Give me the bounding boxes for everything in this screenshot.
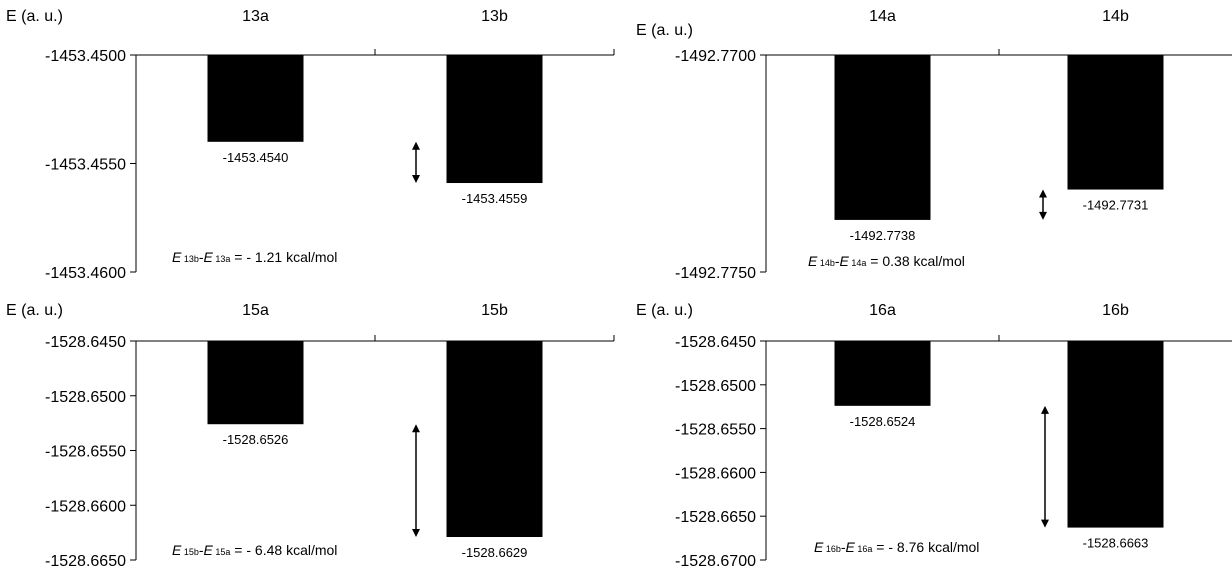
value-label: -1528.6524: [850, 414, 916, 429]
y-axis-label: E (a. u.): [6, 8, 63, 25]
difference-arrow-head-up: [1041, 405, 1049, 414]
annotation-part: E: [808, 253, 818, 269]
value-label: -1528.6526: [223, 432, 289, 447]
annotation-subscript: 13a: [213, 254, 231, 264]
difference-arrow-head-down: [1041, 519, 1049, 528]
bar-14b: [1067, 55, 1164, 190]
chart-panel-1: -1453.4500 -1453.4550 -1453.4600 E (a. u.) 1…: [6, 8, 615, 282]
difference-arrow-head-down: [1039, 211, 1047, 220]
category-label: 14a: [869, 8, 896, 25]
category-label: 13a: [242, 8, 269, 25]
annotation-part: E: [814, 539, 824, 555]
annotation-part: = - 1.21 kcal/mol: [230, 249, 337, 265]
y-tick-label: -1453.4550: [45, 157, 126, 174]
annotation-part: = - 8.76 kcal/mol: [872, 539, 979, 555]
annotation-part: E: [204, 542, 214, 558]
value-label: -1492.7738: [850, 228, 916, 243]
category-label: 16b: [1102, 302, 1129, 319]
y-tick-label: -1528.6500: [675, 378, 756, 395]
bar-14a: [834, 55, 931, 220]
energy-difference-annotation: E 14b-E 14a = 0.38 kcal/mol: [808, 253, 965, 269]
annotation-part: E: [172, 542, 182, 558]
energy-difference-annotation: E 13b-E 13a = - 1.21 kcal/mol: [172, 249, 337, 265]
annotation-subscript: 15b: [181, 547, 199, 557]
difference-arrow-head-down: [412, 529, 420, 538]
category-label: 15a: [242, 302, 269, 319]
y-tick-label: -1528.6450: [45, 334, 126, 351]
y-tick-label: -1528.6450: [675, 334, 756, 351]
y-tick-label: -1528.6500: [45, 389, 126, 406]
y-tick-label: -1528.6550: [675, 422, 756, 439]
y-tick-label: -1453.4600: [45, 265, 126, 282]
difference-arrow-head-up: [412, 424, 420, 433]
chart-panel-4: -1528.6450 -1528.6500 -1528.6550 -1528.6600…: [636, 302, 1232, 568]
y-tick-label: -1528.6650: [45, 553, 126, 568]
annotation-subscript: 16a: [855, 544, 873, 554]
y-tick-label: -1492.7750: [675, 265, 756, 282]
annotation-subscript: 13b: [181, 254, 199, 264]
annotation-subscript: 16b: [823, 544, 841, 554]
annotation-part: -: [199, 249, 204, 265]
y-tick-label: -1492.7700: [675, 48, 756, 65]
annotation-part: E: [846, 539, 856, 555]
y-tick-label: -1528.6650: [675, 509, 756, 526]
annotation-part: = 0.38 kcal/mol: [866, 253, 964, 269]
value-label: -1453.4559: [462, 191, 528, 206]
y-axis-label: E (a. u.): [636, 22, 693, 39]
y-axis-label: E (a. u.): [636, 302, 693, 319]
y-tick-label: -1528.6700: [675, 553, 756, 568]
bar-13b: [446, 55, 543, 184]
y-axis-label: E (a. u.): [6, 302, 63, 319]
value-label: -1528.6629: [462, 545, 528, 560]
annotation-part: = - 6.48 kcal/mol: [230, 542, 337, 558]
annotation-part: -: [835, 253, 840, 269]
chart-panel-3: -1528.6450 -1528.6500 -1528.6550 -1528.6600…: [6, 302, 615, 568]
bar-16a: [834, 341, 931, 406]
category-label: 13b: [481, 8, 508, 25]
y-tick-label: -1528.6600: [45, 498, 126, 515]
value-label: -1528.6663: [1083, 536, 1149, 551]
annotation-part: E: [204, 249, 214, 265]
difference-arrow-head-up: [412, 141, 420, 150]
value-label: -1492.7731: [1083, 198, 1149, 213]
energy-difference-annotation: E 16b-E 16a = - 8.76 kcal/mol: [814, 539, 979, 555]
annotation-subscript: 14a: [849, 258, 867, 268]
difference-arrow-head-up: [1039, 189, 1047, 198]
bar-13a: [207, 55, 304, 142]
annotation-part: E: [840, 253, 850, 269]
y-tick-label: -1453.4500: [45, 48, 126, 65]
annotation-part: -: [199, 542, 204, 558]
annotation-part: E: [172, 249, 182, 265]
category-label: 14b: [1102, 8, 1129, 25]
annotation-subscript: 15a: [213, 547, 231, 557]
chart-panel-2: -1492.7700 -1492.7750 E (a. u.) 14a -1492.77…: [636, 8, 1232, 282]
bar-15a: [207, 341, 304, 425]
y-tick-label: -1528.6600: [675, 465, 756, 482]
annotation-subscript: 14b: [817, 258, 835, 268]
category-label: 16a: [869, 302, 896, 319]
category-label: 15b: [481, 302, 508, 319]
annotation-part: -: [841, 539, 846, 555]
bar-15b: [446, 341, 543, 538]
y-tick-label: -1528.6550: [45, 444, 126, 461]
energy-difference-annotation: E 15b-E 15a = - 6.48 kcal/mol: [172, 542, 337, 558]
difference-arrow-head-down: [412, 175, 420, 184]
bar-16b: [1067, 341, 1164, 528]
value-label: -1453.4540: [223, 150, 289, 165]
